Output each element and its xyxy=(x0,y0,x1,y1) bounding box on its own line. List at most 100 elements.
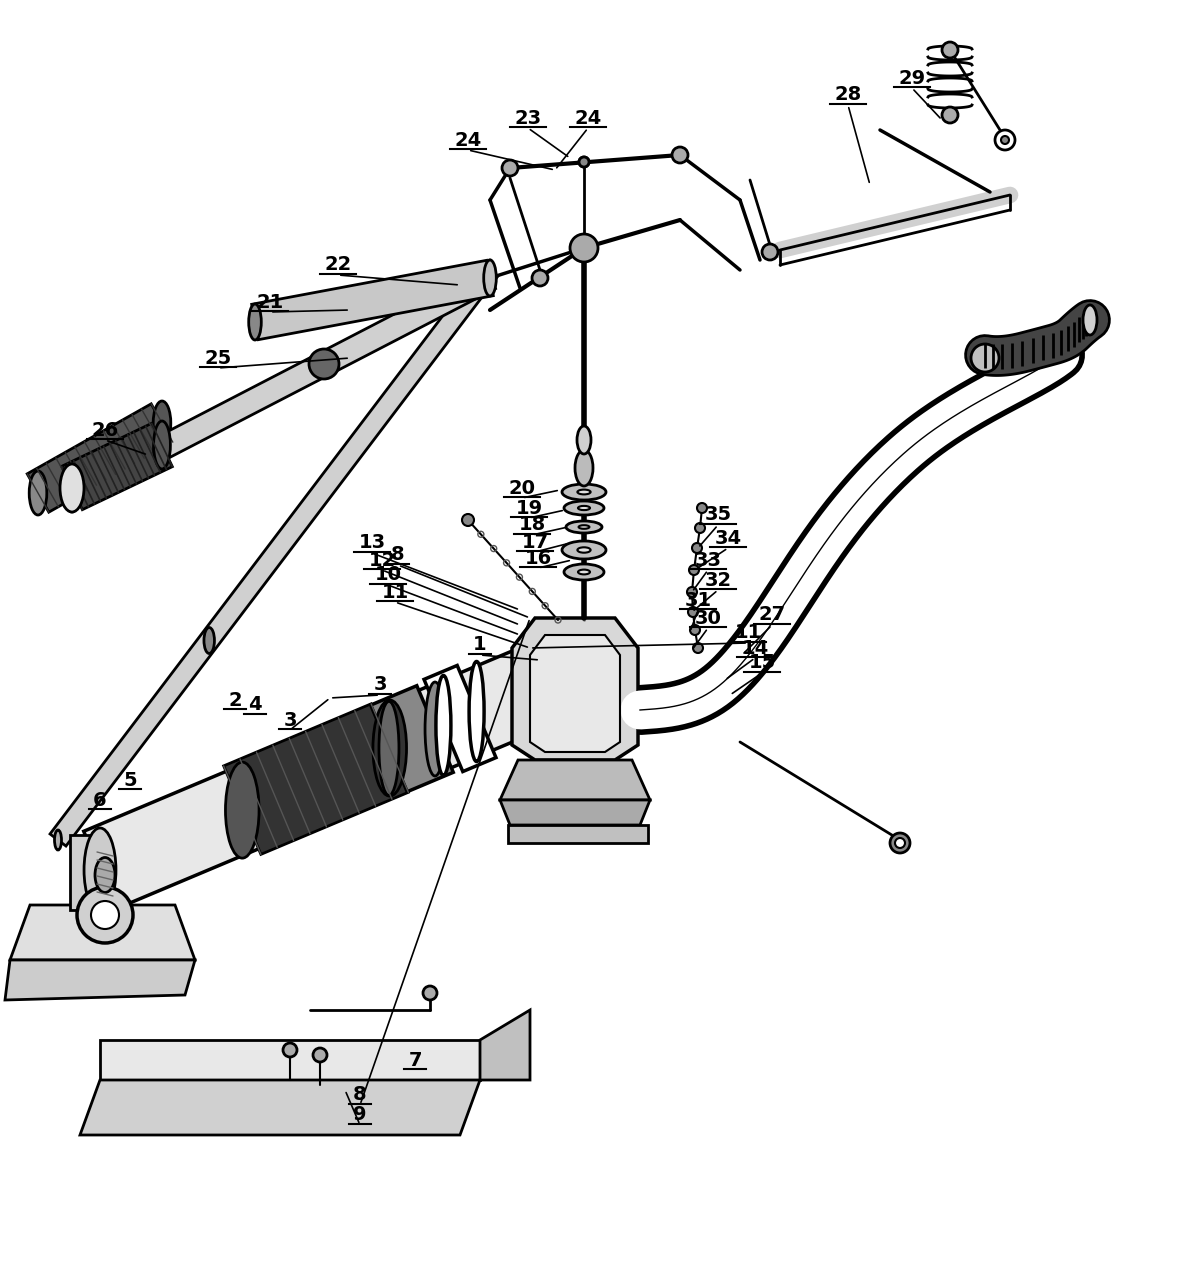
Circle shape xyxy=(693,644,703,652)
Polygon shape xyxy=(424,665,496,771)
Text: 13: 13 xyxy=(358,534,385,553)
Ellipse shape xyxy=(565,521,602,533)
Polygon shape xyxy=(252,260,494,339)
Circle shape xyxy=(995,130,1015,150)
Text: 3: 3 xyxy=(373,675,386,694)
Ellipse shape xyxy=(309,350,339,379)
Text: 24: 24 xyxy=(575,109,602,127)
Circle shape xyxy=(895,838,905,848)
Polygon shape xyxy=(9,905,196,960)
Text: 6: 6 xyxy=(93,790,107,809)
Circle shape xyxy=(689,565,699,575)
Polygon shape xyxy=(84,630,596,909)
Ellipse shape xyxy=(577,548,590,553)
Circle shape xyxy=(697,504,707,512)
Text: 3: 3 xyxy=(283,711,297,729)
Text: 26: 26 xyxy=(92,420,119,439)
Ellipse shape xyxy=(575,451,593,486)
Circle shape xyxy=(283,1042,297,1058)
Text: 23: 23 xyxy=(515,109,542,127)
Text: 20: 20 xyxy=(509,478,536,497)
Circle shape xyxy=(313,1047,327,1063)
Ellipse shape xyxy=(577,490,590,495)
Ellipse shape xyxy=(249,304,262,339)
Ellipse shape xyxy=(487,260,494,280)
Text: 1: 1 xyxy=(474,636,487,655)
Text: 16: 16 xyxy=(524,549,551,568)
Ellipse shape xyxy=(564,564,604,581)
Ellipse shape xyxy=(54,830,61,851)
Circle shape xyxy=(762,244,777,260)
Polygon shape xyxy=(530,635,620,752)
Circle shape xyxy=(688,607,699,617)
Ellipse shape xyxy=(153,422,171,469)
Ellipse shape xyxy=(577,427,591,454)
Ellipse shape xyxy=(578,525,589,529)
Ellipse shape xyxy=(204,627,214,654)
Polygon shape xyxy=(100,1040,479,1080)
Polygon shape xyxy=(512,618,638,760)
Text: 32: 32 xyxy=(704,570,732,589)
Ellipse shape xyxy=(64,464,80,512)
Ellipse shape xyxy=(578,569,590,574)
Circle shape xyxy=(580,156,589,167)
Ellipse shape xyxy=(379,702,399,795)
Ellipse shape xyxy=(469,661,484,761)
Text: 11: 11 xyxy=(382,583,409,602)
Circle shape xyxy=(462,514,474,526)
Text: 8: 8 xyxy=(353,1085,366,1104)
Text: 4: 4 xyxy=(249,695,262,714)
Polygon shape xyxy=(5,960,196,1000)
Ellipse shape xyxy=(373,700,406,796)
Bar xyxy=(508,825,648,843)
Polygon shape xyxy=(61,423,172,510)
Text: 22: 22 xyxy=(324,255,351,275)
Polygon shape xyxy=(499,760,650,800)
Text: 17: 17 xyxy=(522,533,549,551)
Text: 25: 25 xyxy=(204,348,232,367)
Circle shape xyxy=(570,233,598,262)
Text: 29: 29 xyxy=(899,68,926,87)
Text: 28: 28 xyxy=(834,86,861,105)
Circle shape xyxy=(423,986,437,1000)
Ellipse shape xyxy=(562,541,605,559)
Text: 5: 5 xyxy=(124,771,137,790)
Ellipse shape xyxy=(95,857,115,892)
Circle shape xyxy=(891,833,909,853)
Polygon shape xyxy=(479,1010,530,1080)
Circle shape xyxy=(942,107,958,122)
Ellipse shape xyxy=(1083,305,1097,334)
Text: 30: 30 xyxy=(695,608,721,627)
Circle shape xyxy=(687,587,697,597)
Text: 8: 8 xyxy=(391,545,405,564)
Polygon shape xyxy=(80,1080,479,1135)
Circle shape xyxy=(691,543,702,553)
Text: 19: 19 xyxy=(516,498,543,517)
Ellipse shape xyxy=(153,401,171,445)
Circle shape xyxy=(971,345,999,372)
Circle shape xyxy=(695,522,704,533)
Ellipse shape xyxy=(60,464,84,512)
Text: 21: 21 xyxy=(257,293,284,312)
Text: 12: 12 xyxy=(369,550,396,569)
Circle shape xyxy=(580,156,589,167)
Ellipse shape xyxy=(154,438,163,462)
Ellipse shape xyxy=(29,471,47,515)
Ellipse shape xyxy=(436,675,451,775)
Text: 10: 10 xyxy=(375,565,402,584)
Polygon shape xyxy=(224,704,409,854)
Circle shape xyxy=(1001,136,1010,144)
Ellipse shape xyxy=(578,506,590,510)
Circle shape xyxy=(532,270,548,286)
Text: 34: 34 xyxy=(714,529,742,548)
Ellipse shape xyxy=(225,762,259,858)
Text: 18: 18 xyxy=(518,515,545,535)
Circle shape xyxy=(502,160,518,175)
Text: 33: 33 xyxy=(695,550,721,569)
Text: 9: 9 xyxy=(353,1106,366,1124)
Text: 11: 11 xyxy=(734,623,762,642)
Circle shape xyxy=(942,42,958,58)
Text: 14: 14 xyxy=(741,639,768,658)
Text: 7: 7 xyxy=(409,1050,422,1069)
Text: 31: 31 xyxy=(684,591,712,610)
